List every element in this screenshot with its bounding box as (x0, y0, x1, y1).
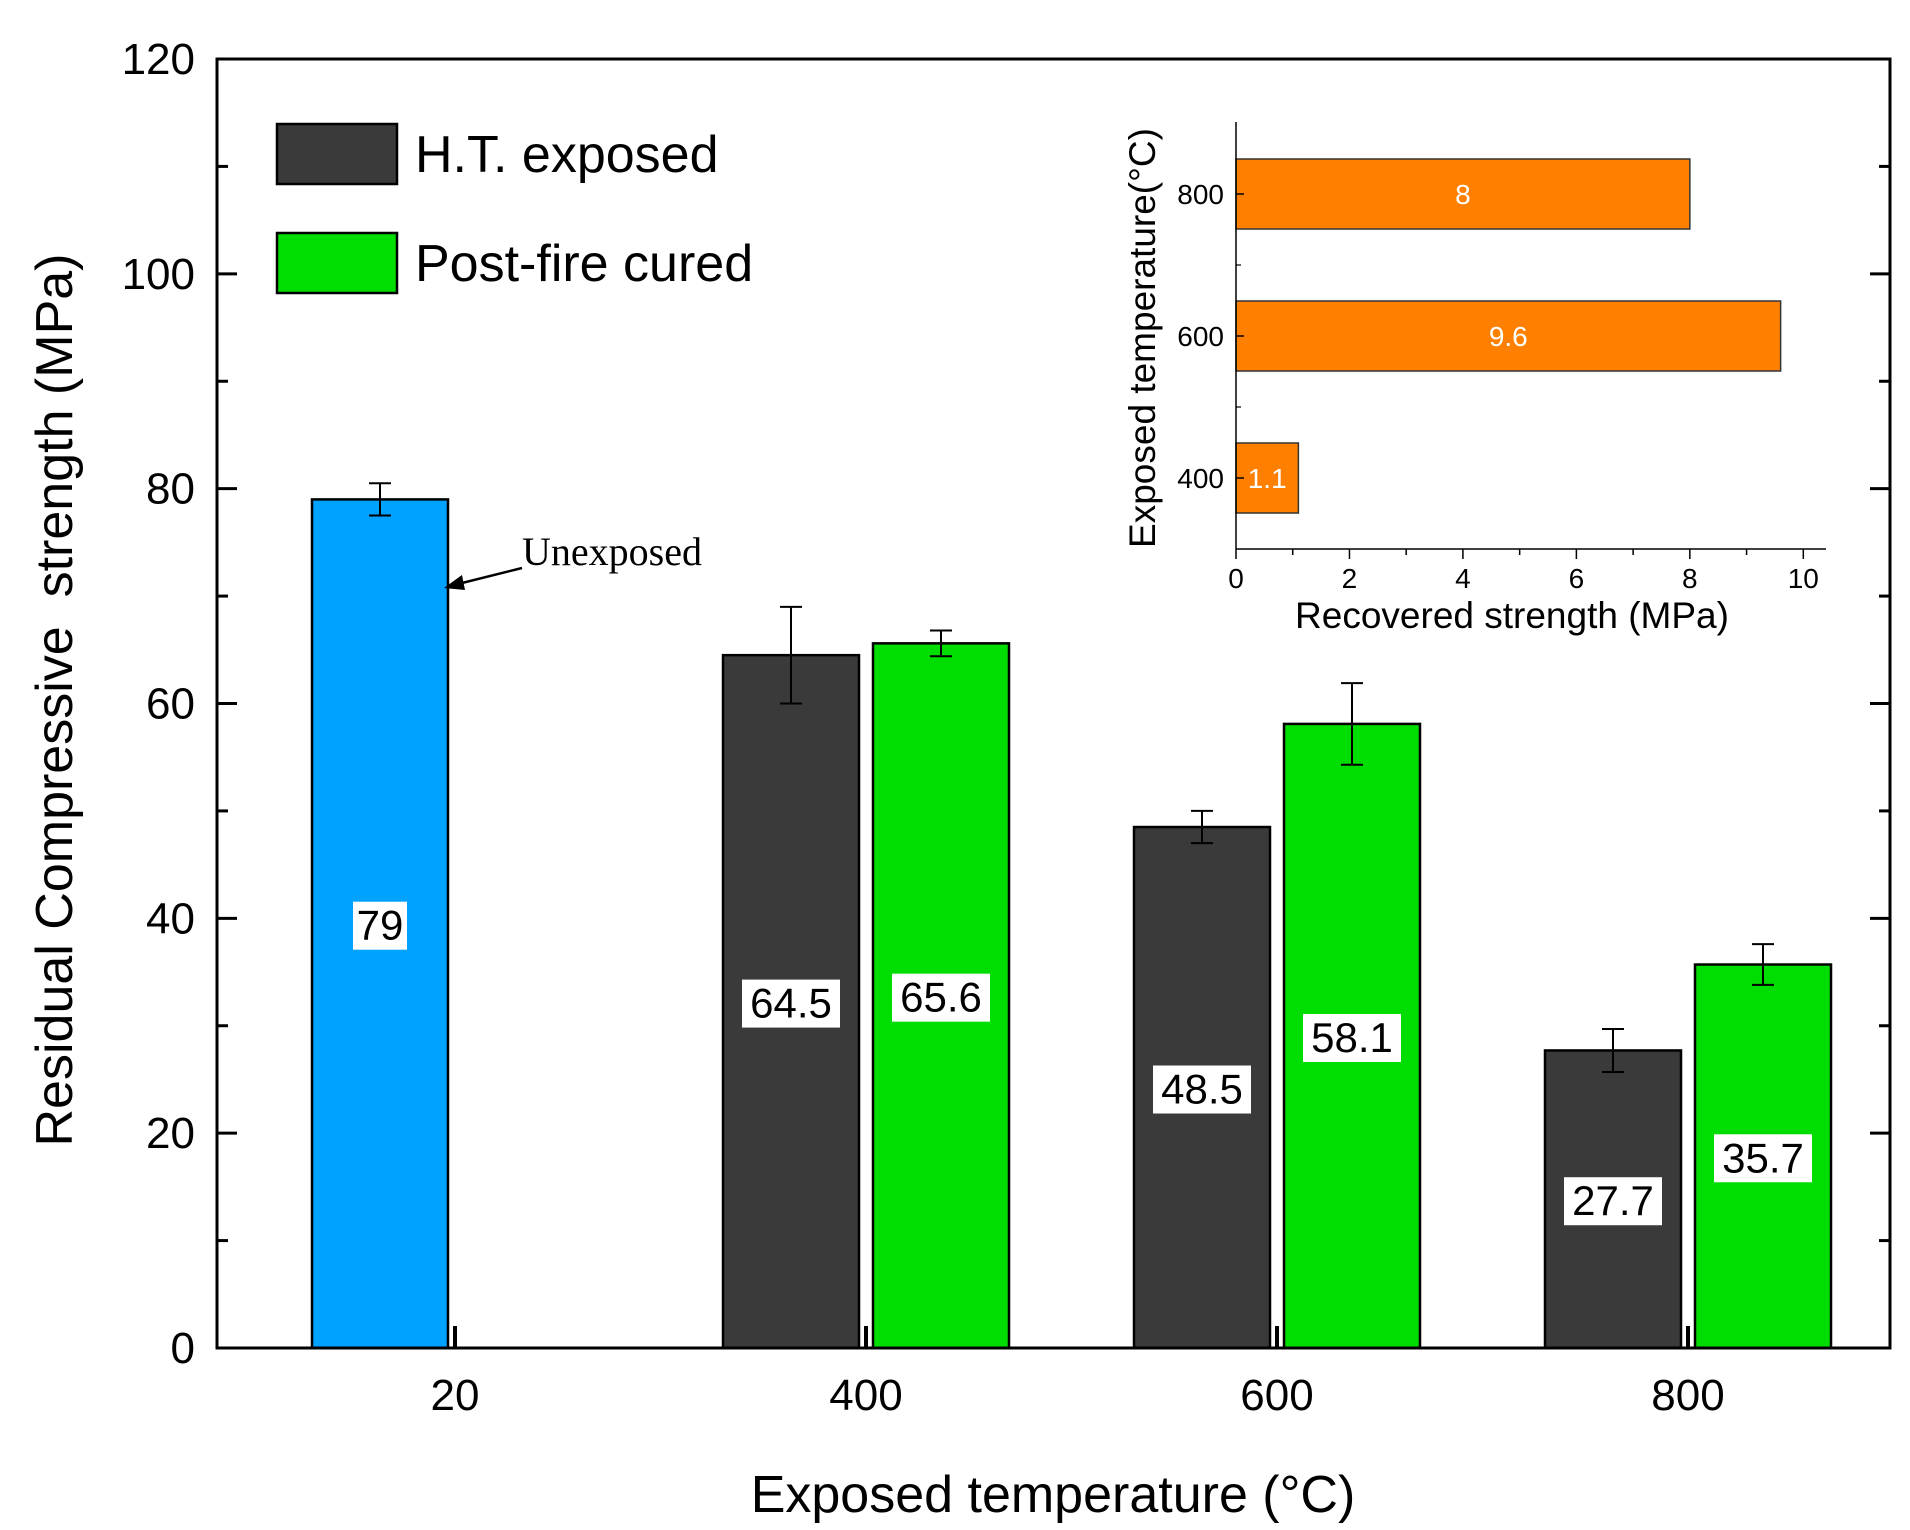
y-tick-label-100: 100 (122, 250, 195, 299)
y-tick-label-60: 60 (146, 680, 195, 729)
x-tick-label-400: 400 (829, 1371, 902, 1420)
main-bars-layer: 79 64.5 48.5 27.7 65.6 58.1 35.7 (310, 482, 1833, 1350)
legend-swatch-ht-exposed (275, 122, 399, 186)
inset-x-tick-label-8: 8 (1682, 563, 1698, 594)
main-y-axis-title: Residual Compressive strength (MPa) (26, 254, 84, 1147)
legend-swatch-post-fire-cured (275, 231, 399, 295)
y-tick-label-80: 80 (146, 465, 195, 514)
inset-data-label-600: 9.6 (1489, 321, 1528, 352)
inset-y-tick-label-400: 400 (1177, 463, 1224, 494)
unexposed-arrow-line (461, 566, 523, 585)
inset-x-tick-label-0: 0 (1228, 563, 1244, 594)
data-label-bg-h-t-exposed-600 (1153, 1065, 1251, 1114)
legend-label-post-fire-cured: Post-fire cured (415, 235, 753, 293)
data-label-bg-h-t-exposed-800 (1564, 1177, 1662, 1226)
inset-x-axis-title: Recovered strength (MPa) (1295, 595, 1729, 636)
inset-bar-800 (1235, 158, 1691, 230)
inset-x-tick-label-6: 6 (1569, 563, 1585, 594)
unexposed-annotation: Unexposed (522, 529, 702, 574)
inset-bar-600 (1235, 300, 1782, 372)
y-tick-label-120: 120 (122, 35, 195, 84)
y-tick-label-0: 0 (171, 1324, 195, 1373)
inset-data-label-400: 1.1 (1248, 463, 1287, 494)
data-label-bg-h-t-exposed-400 (742, 979, 840, 1028)
inset-data-label-800: 8 (1455, 179, 1471, 210)
inset-x-tick-label-2: 2 (1342, 563, 1358, 594)
inset-bar-400 (1235, 442, 1300, 514)
inset-x-tick-label-10: 10 (1788, 563, 1819, 594)
inset-axes-layer: 400 600 800 0 2 4 6 8 10 (1177, 122, 1826, 594)
inset-y-tick-label-800: 800 (1177, 179, 1224, 210)
y-tick-label-20: 20 (146, 1109, 195, 1158)
inset-x-tick-label-4: 4 (1455, 563, 1471, 594)
data-label-h-t-exposed-400: 64.5 (750, 980, 832, 1027)
y-tick-label-40: 40 (146, 894, 195, 943)
data-label-post-fire-cured-600: 58.1 (1311, 1014, 1393, 1061)
legend-label-ht-exposed: H.T. exposed (415, 126, 719, 184)
data-label-post-fire-cured-800: 35.7 (1722, 1134, 1804, 1181)
data-label-unexposed-20: 79 (357, 902, 404, 949)
inset-y-axis-title: Exposed temperature(°C) (1122, 128, 1163, 548)
legend: H.T. exposed Post-fire cured (275, 122, 753, 295)
inset-bars-layer: 1.1 9.6 8 (1235, 158, 1782, 514)
x-tick-label-600: 600 (1240, 1371, 1313, 1420)
x-tick-label-800: 800 (1651, 1371, 1724, 1420)
data-label-bg-post-fire-cured-400 (892, 973, 990, 1022)
data-label-h-t-exposed-800: 27.7 (1572, 1177, 1654, 1224)
data-label-post-fire-cured-400: 65.6 (900, 974, 982, 1021)
inset-y-tick-label-600: 600 (1177, 321, 1224, 352)
data-label-bg-unexposed-20 (353, 901, 407, 950)
inset-chart: 1.1 9.6 8 400 600 800 0 2 4 6 8 10 Recovered stren… (1122, 122, 1826, 636)
main-ticks-layer (217, 57, 1890, 1350)
x-tick-label-20: 20 (431, 1371, 480, 1420)
unexposed-arrow-head (444, 575, 465, 590)
data-label-bg-post-fire-cured-800 (1714, 1134, 1812, 1183)
data-label-h-t-exposed-600: 48.5 (1161, 1066, 1243, 1113)
main-x-axis-title: Exposed temperature (°C) (751, 1466, 1356, 1524)
data-label-bg-post-fire-cured-600 (1303, 1013, 1401, 1062)
